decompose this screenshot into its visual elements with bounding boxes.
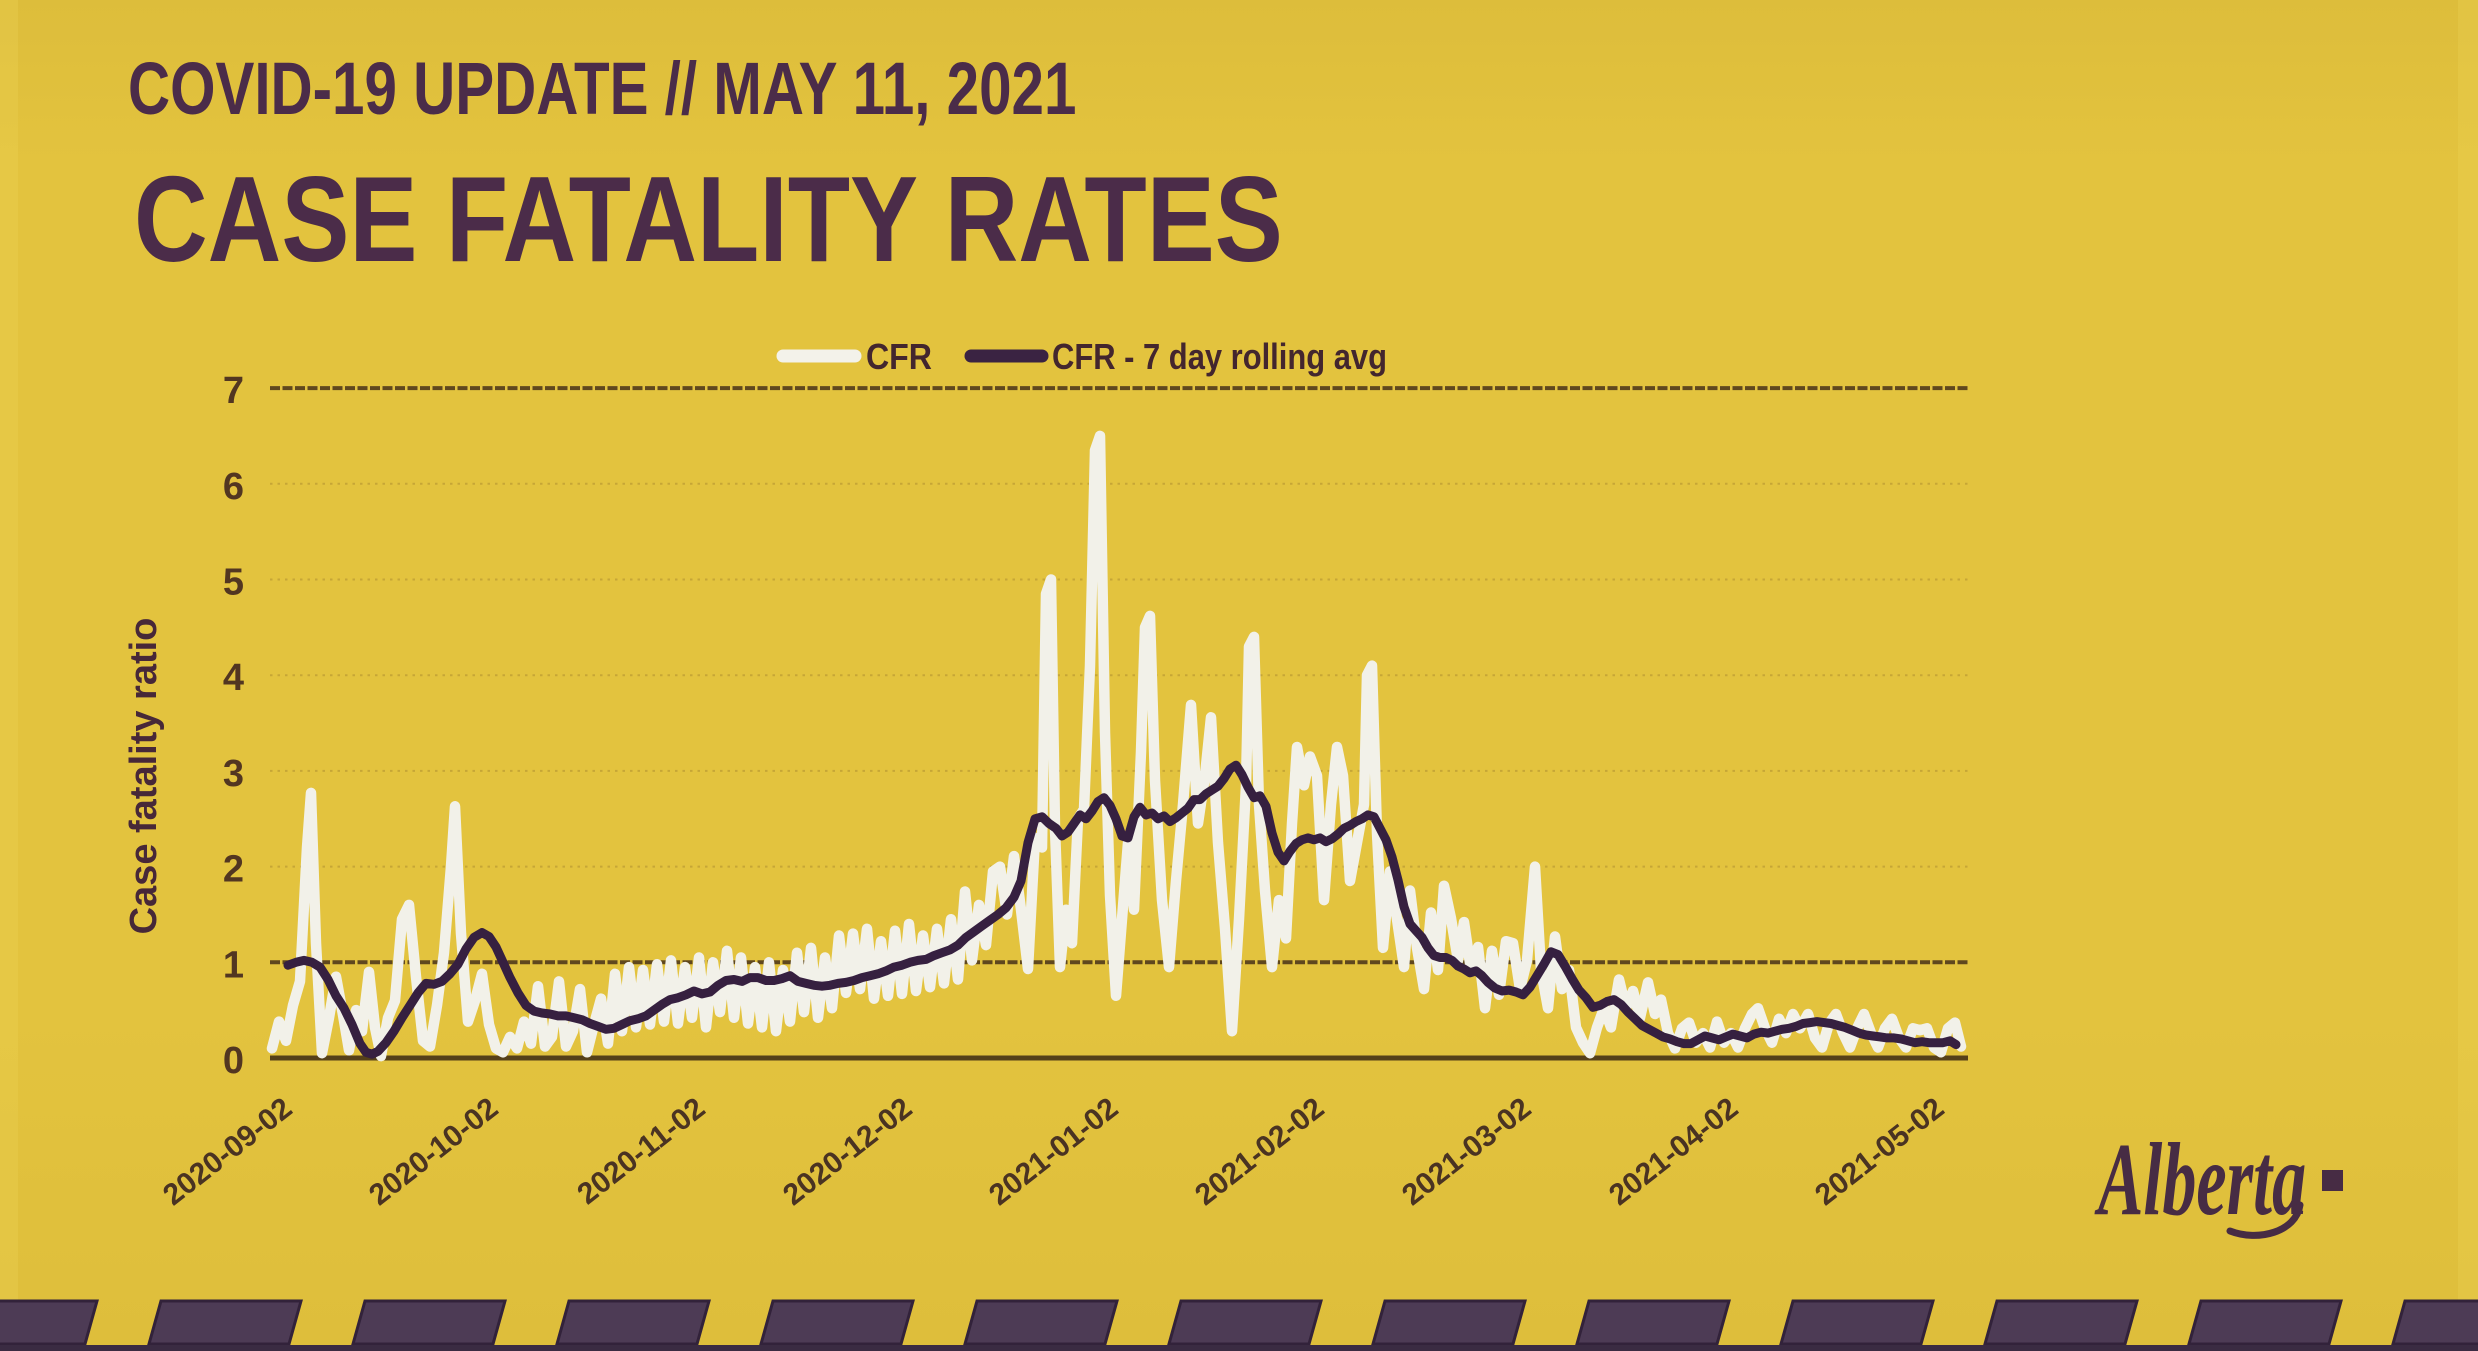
svg-text:CFR - 7 day rolling avg: CFR - 7 day rolling avg bbox=[1052, 336, 1387, 377]
svg-text:Case fatality ratio: Case fatality ratio bbox=[123, 618, 165, 935]
svg-text:3: 3 bbox=[223, 753, 244, 795]
svg-text:5: 5 bbox=[223, 562, 244, 604]
svg-text:CFR: CFR bbox=[866, 336, 932, 377]
svg-text:1: 1 bbox=[223, 944, 244, 986]
svg-text:6: 6 bbox=[223, 466, 244, 508]
svg-text:Alberta: Alberta bbox=[2094, 1123, 2306, 1238]
svg-text:0: 0 bbox=[223, 1040, 244, 1082]
svg-text:2: 2 bbox=[223, 849, 244, 891]
svg-text:7: 7 bbox=[223, 370, 244, 412]
svg-text:4: 4 bbox=[223, 657, 244, 699]
svg-text:CASE FATALITY RATES: CASE FATALITY RATES bbox=[134, 150, 1283, 287]
svg-text:COVID-19 UPDATE // MAY 11, 202: COVID-19 UPDATE // MAY 11, 2021 bbox=[128, 48, 1076, 130]
